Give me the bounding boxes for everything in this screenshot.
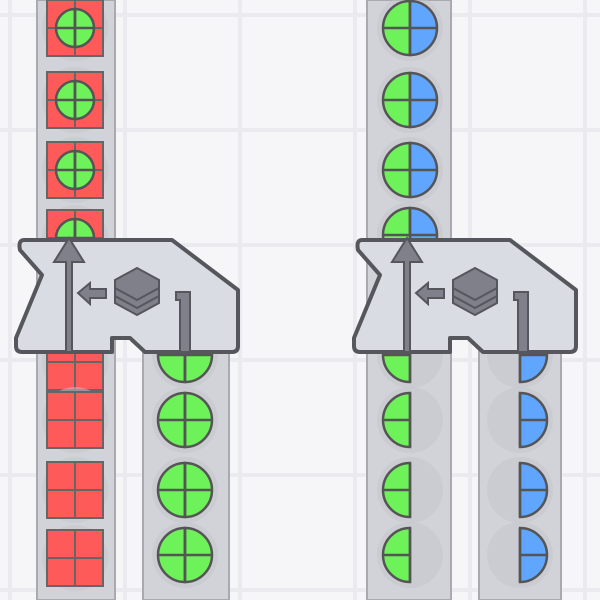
secondary-input-icon: [175, 291, 191, 353]
output-arrow-icon: [390, 236, 424, 353]
output-arrow-icon: [52, 236, 86, 353]
layers-icon: [452, 266, 498, 317]
stacker-building[interactable]: [352, 236, 578, 354]
input-arrow-icon: [414, 280, 445, 307]
layer-shape: [114, 266, 160, 302]
stacker-building[interactable]: [14, 236, 240, 354]
secondary-input-icon: [513, 291, 529, 353]
layers-icon: [114, 266, 160, 317]
input-arrow-icon: [76, 280, 107, 307]
machines: [14, 236, 578, 354]
layer-shape: [452, 266, 498, 302]
